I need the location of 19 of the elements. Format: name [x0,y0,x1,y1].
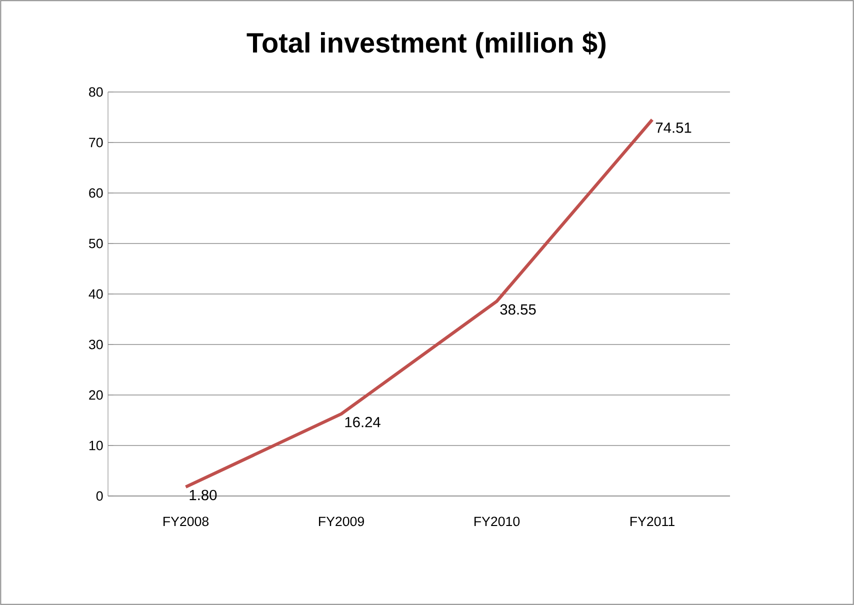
chart-title: Total investment (million $) [246,32,606,58]
x-tick-label: FY2011 [630,516,674,526]
x-tick-label: FY2008 [163,516,209,526]
x-tick-label: FY2010 [474,516,520,526]
y-tick-label: 10 [89,440,103,450]
data-label: 38.55 [500,304,536,315]
y-tick-label: 60 [89,188,103,198]
data-label: 1.80 [190,490,217,500]
y-tick-label: 40 [88,289,103,299]
y-tick-label: 80 [89,87,103,97]
x-tick-label: FY2009 [318,516,364,526]
data-label: 16.24 [345,416,380,428]
y-tick-label: 70 [89,138,103,148]
data-label: 74.51 [656,122,692,133]
y-tick-label: 50 [89,238,103,248]
line-series [184,118,654,488]
y-tick-label: 30 [88,340,103,350]
y-tick-label: 20 [89,390,103,400]
y-tick-label: 0 [96,491,103,501]
